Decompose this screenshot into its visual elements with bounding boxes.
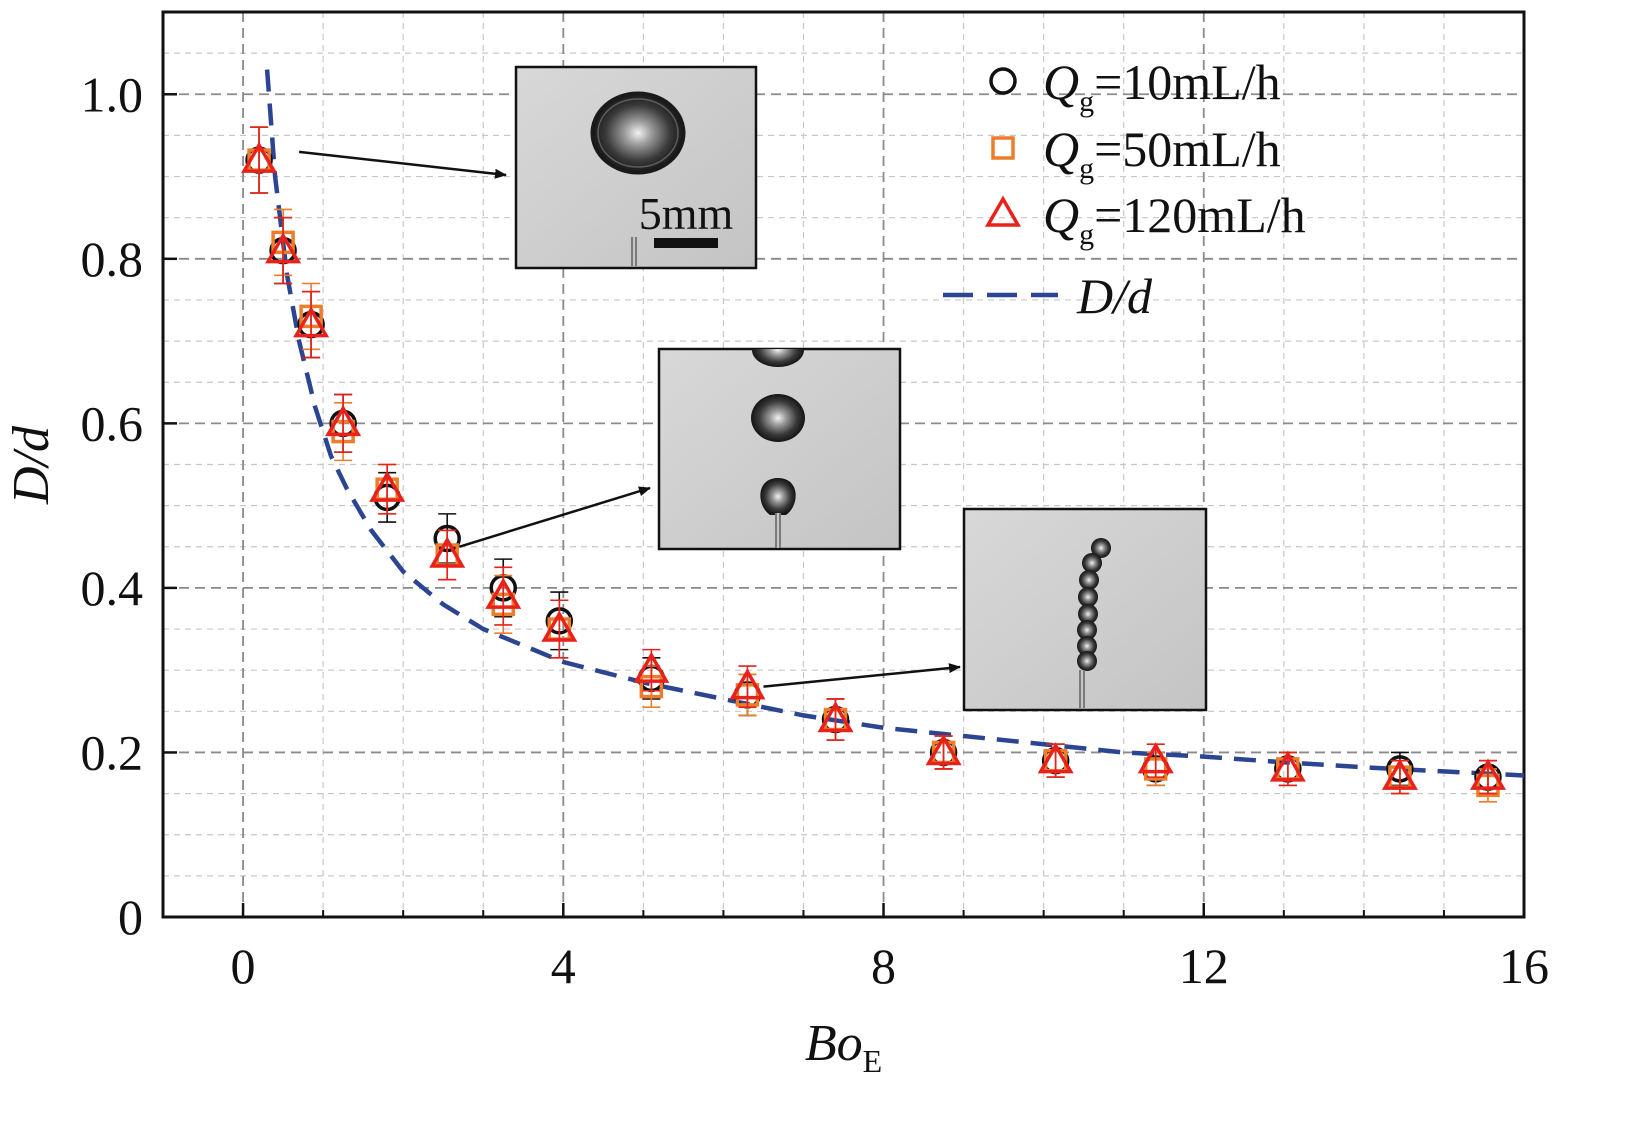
data-point-triangle	[241, 141, 278, 173]
y-tick-label: 0.6	[81, 395, 144, 451]
x-tick-label: 0	[231, 938, 256, 994]
scale-bar-label: 5mm	[639, 188, 734, 239]
arrow-to-bubble-chain	[458, 486, 651, 548]
arrow-to-single-bubble	[298, 150, 507, 179]
data-point-triangle	[1137, 742, 1174, 774]
bubble	[752, 349, 804, 367]
fit-curve-d-over-d	[264, 69, 1525, 778]
scale-bar	[654, 238, 718, 248]
data-point-triangle	[325, 404, 362, 437]
legend-entry-triangle: Qg=120mL/h	[984, 187, 1306, 251]
legend: Qg=10mL/hQg=50mL/hQg=120mL/h D/d	[943, 54, 1306, 324]
legend-entry-fit-curve: D/d	[943, 268, 1153, 324]
data-point-triangle	[265, 232, 302, 264]
data-point-square	[991, 136, 1015, 160]
data-point-triangle	[1381, 758, 1418, 790]
axes: 0 4 8 12 16 0 0.2 0.4 0.6 0.8 1.0	[81, 10, 1549, 994]
bubble	[1082, 553, 1102, 573]
x-tick-label: 12	[1179, 938, 1229, 994]
bubble	[1077, 651, 1097, 671]
data-point-triangle	[925, 733, 962, 766]
legend-label: Qg=120mL/h	[1043, 187, 1306, 251]
x-axis-title-main: Bo	[805, 1015, 863, 1072]
bubble	[1077, 620, 1097, 640]
data-point-circle	[989, 67, 1017, 95]
data-point-triangle	[1469, 758, 1507, 790]
insets-layer: 5mm	[298, 65, 1208, 712]
y-axis-title: D/d	[3, 425, 60, 505]
bubble	[1077, 636, 1097, 656]
x-axis-title-sub: E	[863, 1043, 883, 1079]
series-triangle	[241, 126, 1507, 795]
y-tick-label: 0.4	[81, 560, 144, 616]
y-tick-label: 0	[118, 889, 143, 945]
data-point-triangle	[729, 668, 766, 700]
legend-label: Qg=10mL/h	[1043, 54, 1281, 118]
data-point-triangle	[429, 536, 466, 568]
x-tick-label: 4	[551, 938, 576, 994]
data-point-triangle	[485, 577, 522, 609]
legend-label: D/d	[1076, 268, 1153, 324]
legend-entry-circle: Qg=10mL/h	[989, 54, 1281, 118]
bubble	[1078, 604, 1098, 624]
data-point-triangle	[369, 470, 406, 502]
x-axis-title: BoE	[805, 1015, 882, 1079]
data-point-triangle	[633, 651, 670, 683]
bubble	[1079, 570, 1099, 590]
bubble	[1078, 587, 1098, 607]
arrow-to-bubble-train	[763, 663, 961, 688]
bubble-rim	[597, 98, 679, 168]
y-tick-label: 0.8	[81, 231, 144, 287]
data-point-triangle	[1269, 750, 1306, 782]
data-points-layer	[241, 126, 1507, 803]
bubble	[590, 91, 686, 175]
data-point-triangle	[541, 610, 578, 642]
x-tick-label: 16	[1499, 938, 1549, 994]
legend-entry-square: Qg=50mL/h	[991, 121, 1281, 185]
plot-frame	[161, 10, 1526, 919]
inset-bubble-train	[962, 507, 1208, 712]
legend-label: Qg=50mL/h	[1043, 121, 1281, 185]
data-point-triangle	[984, 195, 1022, 227]
axis-labels: BoE D/d	[3, 425, 882, 1079]
data-point-triangle	[293, 306, 330, 338]
y-tick-label: 0.2	[81, 724, 144, 780]
bubble	[751, 394, 805, 442]
x-tick-label: 8	[871, 938, 896, 994]
y-tick-label: 1.0	[81, 66, 144, 122]
data-point-triangle	[1037, 742, 1074, 774]
inset-single-bubble: 5mm	[514, 65, 758, 270]
inset-bubble-chain-content	[751, 349, 805, 548]
inset-bubble-chain	[657, 347, 902, 551]
bubble	[1091, 538, 1111, 558]
fit-curve-layer	[264, 69, 1525, 778]
data-point-triangle	[817, 701, 854, 733]
grid	[163, 12, 1524, 917]
forming-bubble	[760, 478, 796, 515]
